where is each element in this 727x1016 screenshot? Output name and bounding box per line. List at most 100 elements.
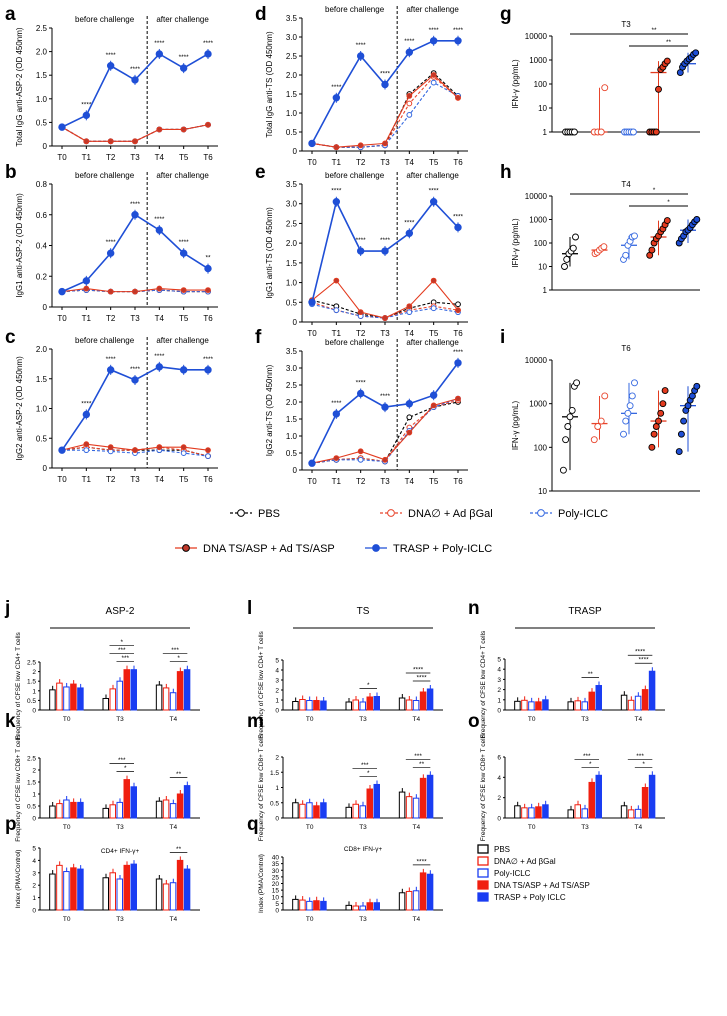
data-point (357, 448, 364, 455)
bar (183, 868, 191, 911)
data-point (663, 217, 671, 225)
legend-item: Poly-ICLC (477, 868, 531, 878)
bar (514, 805, 521, 819)
significance-stars: **** (453, 349, 464, 356)
y-tick-label: 0.6 (36, 211, 48, 220)
significance-stars: **** (130, 66, 141, 73)
panel-letter: g (500, 4, 512, 25)
data-point (406, 303, 413, 310)
legend-label: DNA∅ + Ad βGal (494, 857, 556, 866)
data-point (693, 382, 701, 390)
bar (123, 779, 130, 819)
panel-letter: d (255, 4, 267, 25)
bar (412, 890, 420, 911)
x-tick-label: T0 (306, 916, 314, 923)
legend-label: PBS (494, 845, 510, 854)
significance-stars: **** (81, 400, 92, 407)
data-point (405, 48, 414, 56)
middle-legend: PBS DNA∅ + Ad βGal Poly-ICLC DNA TS/ASP + A… (175, 508, 608, 555)
data-point (381, 403, 389, 411)
y-tick-label: 3 (497, 677, 501, 684)
x-tick-label: T2 (356, 477, 366, 486)
data-point (333, 144, 340, 151)
x-tick-label: T3 (380, 329, 390, 338)
legend-marker (237, 509, 245, 517)
data-point (382, 140, 388, 147)
bar (183, 669, 191, 711)
bar (292, 802, 299, 819)
data-point (131, 211, 139, 219)
legend-item: Poly-ICLC (530, 508, 608, 520)
bar (56, 682, 63, 711)
x-tick-label: T3 (116, 916, 124, 923)
before-challenge-label: before challenge (325, 5, 385, 14)
panel-letter: p (5, 814, 17, 835)
data-point (455, 307, 461, 314)
legend-item: DNA TS/ASP + Ad TS/ASP (477, 880, 590, 890)
bar (130, 669, 137, 711)
y-tick-label: 1.0 (286, 432, 298, 441)
bar-chart-j: j ASP-2 0 0.5 1 1.5 2 2.5 Frequency of CFSE low … (4, 598, 200, 740)
x-tick-label: T0 (528, 716, 536, 723)
bar (535, 701, 542, 711)
bar (70, 867, 77, 911)
data-point (333, 307, 340, 314)
bar (359, 805, 366, 819)
y-tick-label: 2 (32, 883, 36, 890)
y-tick-label: 0 (275, 816, 279, 823)
legend-item: PBS (230, 508, 280, 520)
line-charts: a 0 0.5 1.0 1.5 2.0 2.5 T0 T1 T2 T3 T4 T5 T6 Total IgG… (5, 4, 468, 486)
y-tick-label: 2 (32, 768, 36, 775)
bar (345, 904, 352, 911)
bar-charts: j ASP-2 0 0.5 1 1.5 2 2.5 Frequency of CFSE low … (4, 598, 665, 923)
y-tick-label: 10 (538, 263, 547, 272)
data-point (205, 121, 211, 128)
bar (49, 805, 56, 819)
bar (426, 688, 434, 711)
y-tick-label: 1.5 (286, 415, 298, 424)
x-tick-label: T2 (106, 314, 116, 323)
legend-label: TRASP + Poly-ICLC (393, 543, 492, 555)
bar (130, 863, 137, 911)
bar (535, 806, 542, 819)
y-axis-label: Frequency of CFSE low CD4+ T cells (480, 630, 487, 738)
bar (306, 900, 313, 911)
bar (627, 809, 635, 819)
sig-label: *** (361, 762, 369, 769)
data-point (357, 309, 364, 316)
x-tick-label: T4 (155, 314, 165, 323)
y-tick-label: 4 (275, 668, 279, 675)
data-point (356, 52, 365, 60)
bar (176, 859, 184, 911)
data-point (655, 417, 662, 425)
bar (70, 801, 77, 819)
data-point (406, 429, 413, 436)
bar (398, 697, 406, 711)
y-tick-label: 1000 (529, 56, 547, 65)
bar (419, 777, 427, 819)
data-point (675, 448, 683, 456)
bar-chart-k: k 0 0.5 1 1.5 2 2.5 Frequency of CFSE low CD8+ … (5, 711, 200, 842)
bar (77, 801, 84, 819)
y-axis-label: IgG1 anti-ASP-2 (OD 450nm) (15, 193, 24, 298)
data-point (624, 409, 632, 417)
data-point (454, 37, 462, 45)
data-point (204, 50, 212, 58)
significance-stars: **** (404, 219, 415, 226)
legend-item: DNA∅ + Ad βGal (477, 856, 556, 866)
y-tick-label: 100 (534, 239, 548, 248)
series-line-2 (311, 81, 459, 148)
data-point (661, 387, 669, 394)
bar (419, 872, 427, 911)
bar (412, 797, 420, 819)
panel-letter: i (500, 327, 505, 348)
data-point (131, 76, 139, 84)
series-line-3 (311, 279, 459, 319)
y-tick-label: 0.5 (27, 698, 36, 705)
y-tick-label: 0 (293, 318, 298, 327)
data-point (333, 277, 340, 284)
significance-stars: **** (331, 84, 342, 91)
data-point (455, 395, 461, 402)
y-tick-label: 2 (32, 669, 36, 676)
